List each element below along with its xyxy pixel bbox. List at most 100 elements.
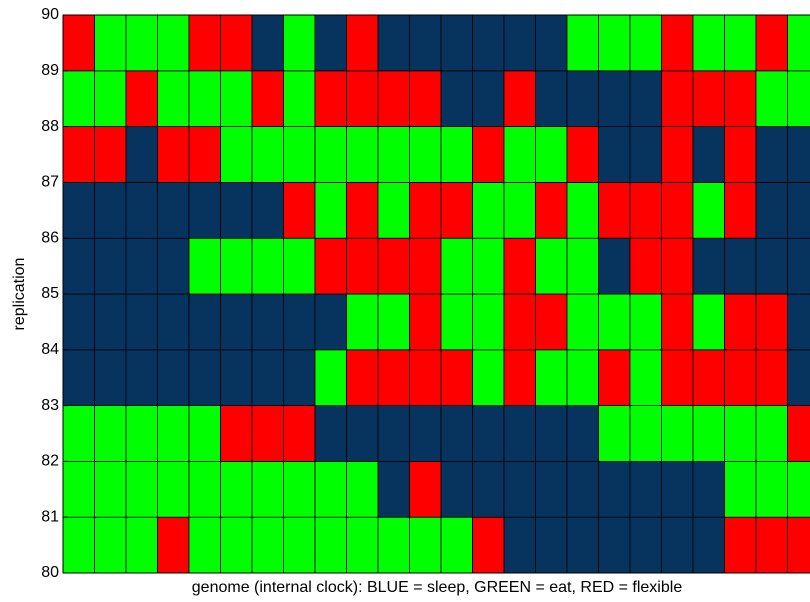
cell bbox=[377, 14, 410, 72]
cell bbox=[472, 460, 505, 518]
cell bbox=[661, 126, 694, 183]
cell bbox=[724, 237, 757, 295]
cell bbox=[755, 126, 788, 183]
cell bbox=[94, 293, 127, 351]
cell bbox=[787, 70, 810, 128]
cell bbox=[409, 516, 442, 574]
cell bbox=[125, 349, 158, 406]
cell bbox=[566, 14, 599, 72]
cell bbox=[787, 516, 810, 574]
cell bbox=[724, 126, 757, 183]
cell bbox=[755, 349, 788, 406]
cell bbox=[125, 237, 158, 295]
cell bbox=[692, 516, 725, 574]
cell bbox=[220, 237, 253, 295]
cell bbox=[692, 460, 725, 518]
cell bbox=[314, 349, 347, 406]
cell bbox=[220, 181, 253, 239]
cell bbox=[755, 405, 788, 462]
cell bbox=[157, 70, 190, 128]
cell bbox=[598, 516, 631, 574]
cell bbox=[692, 293, 725, 351]
cell bbox=[94, 126, 127, 183]
cell bbox=[125, 181, 158, 239]
cell bbox=[472, 126, 505, 183]
cell bbox=[503, 126, 536, 183]
cell bbox=[157, 126, 190, 183]
cell bbox=[566, 126, 599, 183]
cell bbox=[440, 237, 473, 295]
cell bbox=[535, 516, 568, 574]
cell bbox=[692, 70, 725, 128]
cell bbox=[566, 181, 599, 239]
cell bbox=[377, 293, 410, 351]
cell bbox=[188, 349, 221, 406]
cell bbox=[251, 181, 284, 239]
cell bbox=[346, 405, 379, 462]
x-axis-label: genome (internal clock): BLUE = sleep, G… bbox=[192, 579, 683, 596]
cell bbox=[472, 181, 505, 239]
cell bbox=[598, 293, 631, 351]
cell bbox=[251, 70, 284, 128]
cell bbox=[157, 349, 190, 406]
cell bbox=[346, 349, 379, 406]
cell bbox=[94, 181, 127, 239]
cell bbox=[692, 126, 725, 183]
cell bbox=[157, 14, 190, 72]
cell bbox=[440, 181, 473, 239]
cell bbox=[787, 405, 810, 462]
cell bbox=[566, 237, 599, 295]
cell bbox=[62, 126, 95, 183]
cell bbox=[503, 70, 536, 128]
cell bbox=[535, 126, 568, 183]
cell bbox=[283, 126, 316, 183]
cell bbox=[629, 70, 662, 128]
cell bbox=[346, 126, 379, 183]
y-tick-label: 90 bbox=[41, 6, 59, 23]
cell bbox=[535, 405, 568, 462]
cell bbox=[125, 293, 158, 351]
cell bbox=[787, 181, 810, 239]
cell bbox=[188, 126, 221, 183]
cell bbox=[755, 460, 788, 518]
cell bbox=[566, 460, 599, 518]
cell bbox=[503, 460, 536, 518]
cell bbox=[692, 405, 725, 462]
cell bbox=[629, 293, 662, 351]
cell bbox=[787, 349, 810, 406]
y-tick-label: 87 bbox=[41, 174, 59, 191]
cell bbox=[598, 237, 631, 295]
cell bbox=[314, 293, 347, 351]
cell bbox=[472, 405, 505, 462]
cell bbox=[503, 516, 536, 574]
cell bbox=[125, 126, 158, 183]
cell bbox=[220, 516, 253, 574]
cell bbox=[724, 516, 757, 574]
cell bbox=[220, 405, 253, 462]
cell bbox=[283, 405, 316, 462]
cell bbox=[220, 293, 253, 351]
cell bbox=[440, 405, 473, 462]
cell bbox=[94, 349, 127, 406]
cell bbox=[314, 460, 347, 518]
cell bbox=[755, 237, 788, 295]
cell bbox=[755, 14, 788, 72]
cell bbox=[535, 293, 568, 351]
cell bbox=[440, 14, 473, 72]
cell bbox=[188, 181, 221, 239]
cell bbox=[377, 237, 410, 295]
cell bbox=[787, 293, 810, 351]
cell bbox=[220, 14, 253, 72]
cell bbox=[409, 126, 442, 183]
cell bbox=[692, 14, 725, 72]
cell bbox=[94, 405, 127, 462]
cell bbox=[598, 70, 631, 128]
cell bbox=[377, 405, 410, 462]
cell bbox=[62, 516, 95, 574]
cell bbox=[377, 70, 410, 128]
cell bbox=[283, 70, 316, 128]
cell bbox=[220, 460, 253, 518]
cell bbox=[346, 181, 379, 239]
y-tick-label: 89 bbox=[41, 62, 59, 79]
cell bbox=[251, 14, 284, 72]
